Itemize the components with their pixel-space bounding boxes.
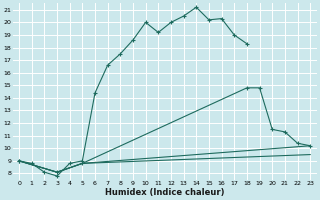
X-axis label: Humidex (Indice chaleur): Humidex (Indice chaleur)	[105, 188, 224, 197]
